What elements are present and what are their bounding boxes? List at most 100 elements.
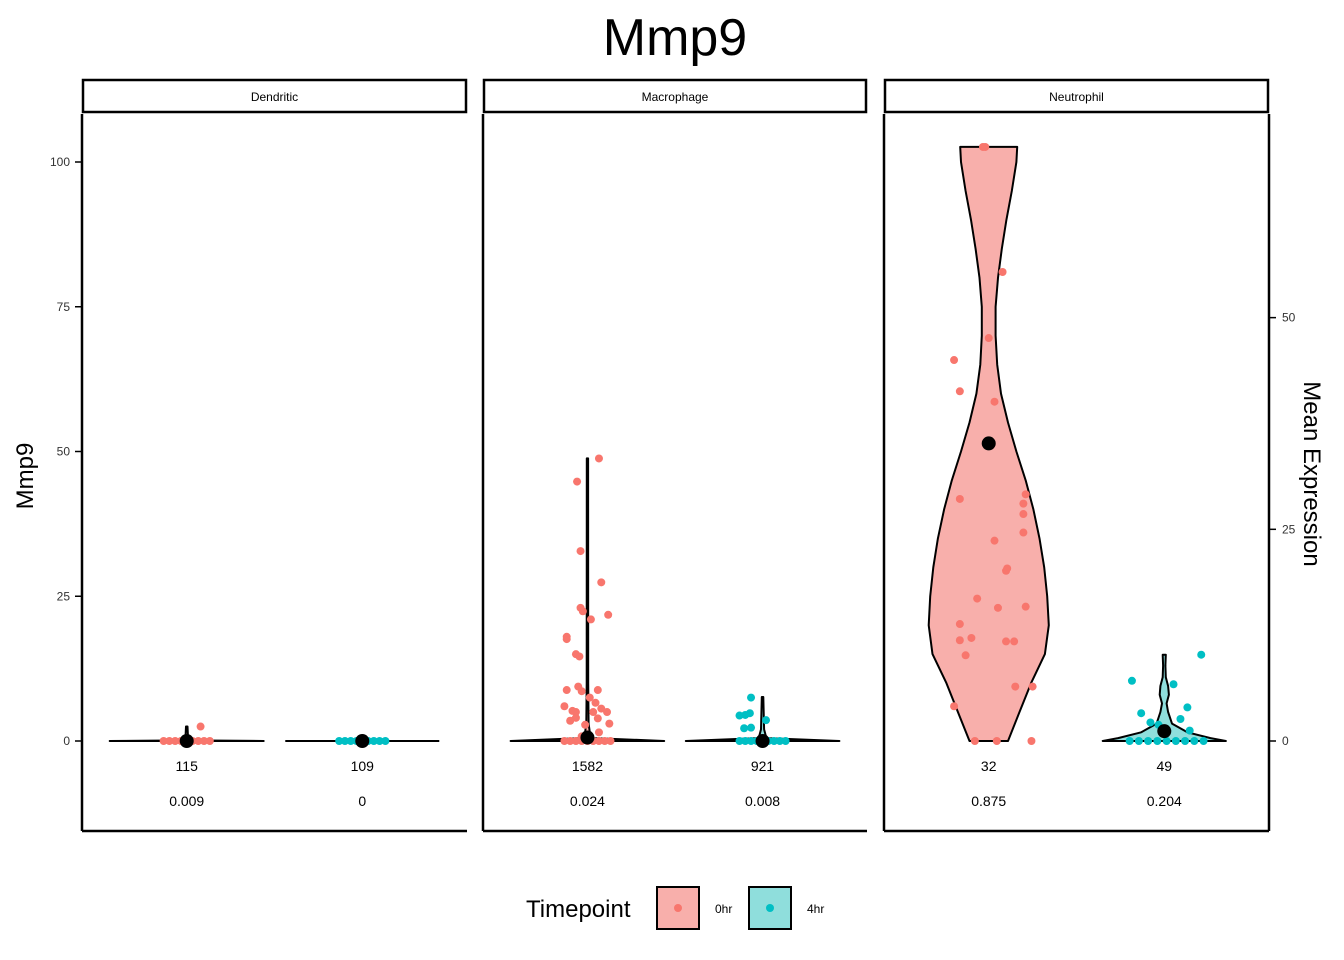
data-point xyxy=(1199,737,1208,745)
data-point xyxy=(603,708,612,717)
data-point xyxy=(1027,737,1036,745)
data-point xyxy=(984,334,993,343)
data-point xyxy=(950,356,959,365)
facet-label: Neutrophil xyxy=(1049,90,1104,104)
y2-tick-label: 0 xyxy=(1282,734,1289,748)
data-point xyxy=(781,737,790,745)
data-point xyxy=(740,724,749,733)
data-point xyxy=(566,716,575,725)
y2-tick-label: 25 xyxy=(1282,522,1296,536)
data-point xyxy=(575,652,584,661)
data-point xyxy=(735,711,744,720)
violin-4hr: 109 0 xyxy=(285,734,440,809)
violin-0hr: 115 0.009 xyxy=(108,722,265,809)
facet-label: Macrophage xyxy=(642,90,709,104)
data-point xyxy=(581,720,590,729)
data-point xyxy=(165,737,174,745)
data-point xyxy=(560,737,569,745)
legend-title: Timepoint xyxy=(526,896,631,923)
panel-dendritic: Dendritic 115 0.009 109 0 xyxy=(80,78,468,833)
violin-shape xyxy=(1101,653,1227,742)
cell-count-label: 115 xyxy=(176,758,199,774)
data-point xyxy=(955,387,964,396)
data-point xyxy=(1021,602,1030,611)
data-point xyxy=(606,737,615,745)
data-point xyxy=(562,686,571,695)
data-point xyxy=(600,737,609,745)
data-point xyxy=(593,714,602,723)
data-point xyxy=(1153,737,1162,745)
y-axis: 0 25 50 75 100 xyxy=(50,155,82,748)
data-point xyxy=(955,494,964,503)
y-tick-label: 0 xyxy=(63,734,70,748)
data-point xyxy=(1162,737,1171,745)
fraction-label: 0.875 xyxy=(971,793,1006,809)
data-point xyxy=(1003,564,1012,573)
violin-0hr: 1582 0.024 xyxy=(509,454,666,809)
secondary-y-axis-label: Mean Expression xyxy=(1298,381,1325,566)
data-point xyxy=(741,737,750,745)
data-point xyxy=(576,603,585,612)
legend-key-point xyxy=(766,904,774,912)
data-point xyxy=(159,737,168,745)
data-point xyxy=(1125,737,1134,745)
data-point xyxy=(1021,490,1030,499)
data-point xyxy=(1185,726,1194,735)
data-point xyxy=(955,620,964,629)
data-point xyxy=(381,737,390,745)
data-point xyxy=(1146,718,1155,727)
data-point xyxy=(1137,709,1146,718)
violin-0hr: 32 0.875 xyxy=(927,142,1050,809)
data-point xyxy=(747,737,756,745)
facet-label: Dendritic xyxy=(251,90,298,104)
data-point xyxy=(1144,737,1153,745)
data-point xyxy=(1181,737,1190,745)
chart-title: Mmp9 xyxy=(603,9,747,67)
data-point xyxy=(747,693,756,702)
data-point xyxy=(990,536,999,545)
data-point xyxy=(1169,680,1178,689)
data-point xyxy=(993,603,1002,612)
cell-count-label: 1582 xyxy=(572,758,603,774)
data-point xyxy=(1010,637,1019,646)
data-point xyxy=(586,615,595,624)
data-point xyxy=(1028,682,1037,691)
data-point xyxy=(346,737,355,745)
legend-label: 4hr xyxy=(807,902,824,916)
data-point xyxy=(775,737,784,745)
data-point xyxy=(990,397,999,406)
data-point xyxy=(1171,737,1180,745)
data-point xyxy=(375,737,384,745)
cell-count-label: 921 xyxy=(751,758,775,774)
data-point xyxy=(205,737,214,745)
data-point xyxy=(605,719,614,728)
fraction-label: 0.008 xyxy=(745,793,780,809)
data-point xyxy=(1019,510,1028,519)
legend-key-point xyxy=(674,904,682,912)
data-point xyxy=(594,728,603,737)
data-point xyxy=(1019,528,1028,537)
data-point xyxy=(961,651,970,660)
mean-point xyxy=(179,734,194,748)
y-tick-label: 100 xyxy=(50,155,70,169)
data-point xyxy=(589,708,598,717)
y-tick-label: 25 xyxy=(57,589,71,603)
data-point xyxy=(591,698,600,707)
facet-strip xyxy=(482,78,868,114)
violin-4hr: 921 0.008 xyxy=(684,693,841,809)
data-point xyxy=(1176,714,1185,723)
violin-4hr: 49 0.204 xyxy=(1101,650,1227,809)
data-point xyxy=(1127,676,1136,685)
data-point xyxy=(585,693,594,702)
data-point xyxy=(770,737,779,745)
data-point xyxy=(747,723,756,732)
data-point xyxy=(1011,682,1020,691)
cell-count-label: 49 xyxy=(1156,758,1172,774)
data-point xyxy=(594,737,603,745)
data-point xyxy=(1134,737,1143,745)
y-tick-label: 75 xyxy=(57,300,71,314)
data-point xyxy=(1197,650,1206,659)
mean-point xyxy=(580,730,595,745)
facet-strip xyxy=(883,78,1270,114)
data-point xyxy=(196,722,205,731)
